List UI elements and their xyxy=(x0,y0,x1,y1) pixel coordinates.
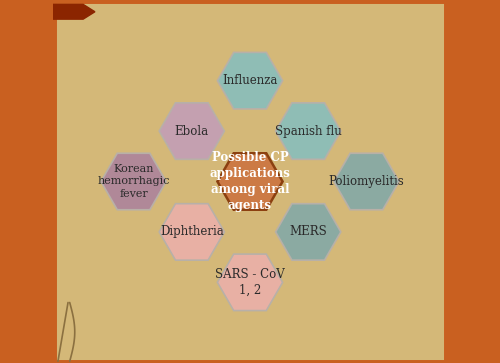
Text: Korean
hemorrhagic
fever: Korean hemorrhagic fever xyxy=(98,164,170,199)
Polygon shape xyxy=(276,103,341,159)
Polygon shape xyxy=(218,52,282,109)
Text: Spanish flu: Spanish flu xyxy=(275,125,342,138)
Text: Influenza: Influenza xyxy=(222,74,278,87)
FancyBboxPatch shape xyxy=(53,0,447,363)
Text: Ebola: Ebola xyxy=(174,125,209,138)
Text: Diphtheria: Diphtheria xyxy=(160,225,224,238)
Text: Possible CP
applications
among viral
agents: Possible CP applications among viral age… xyxy=(210,151,290,212)
Text: MERS: MERS xyxy=(290,225,327,238)
Polygon shape xyxy=(159,103,224,159)
Polygon shape xyxy=(334,153,399,210)
Polygon shape xyxy=(218,153,282,210)
Polygon shape xyxy=(218,254,282,311)
Text: Poliomyelitis: Poliomyelitis xyxy=(328,175,404,188)
Polygon shape xyxy=(53,4,95,19)
Polygon shape xyxy=(101,153,166,210)
Polygon shape xyxy=(276,204,341,260)
Text: SARS - CoV
1, 2: SARS - CoV 1, 2 xyxy=(215,268,285,297)
Polygon shape xyxy=(159,204,224,260)
